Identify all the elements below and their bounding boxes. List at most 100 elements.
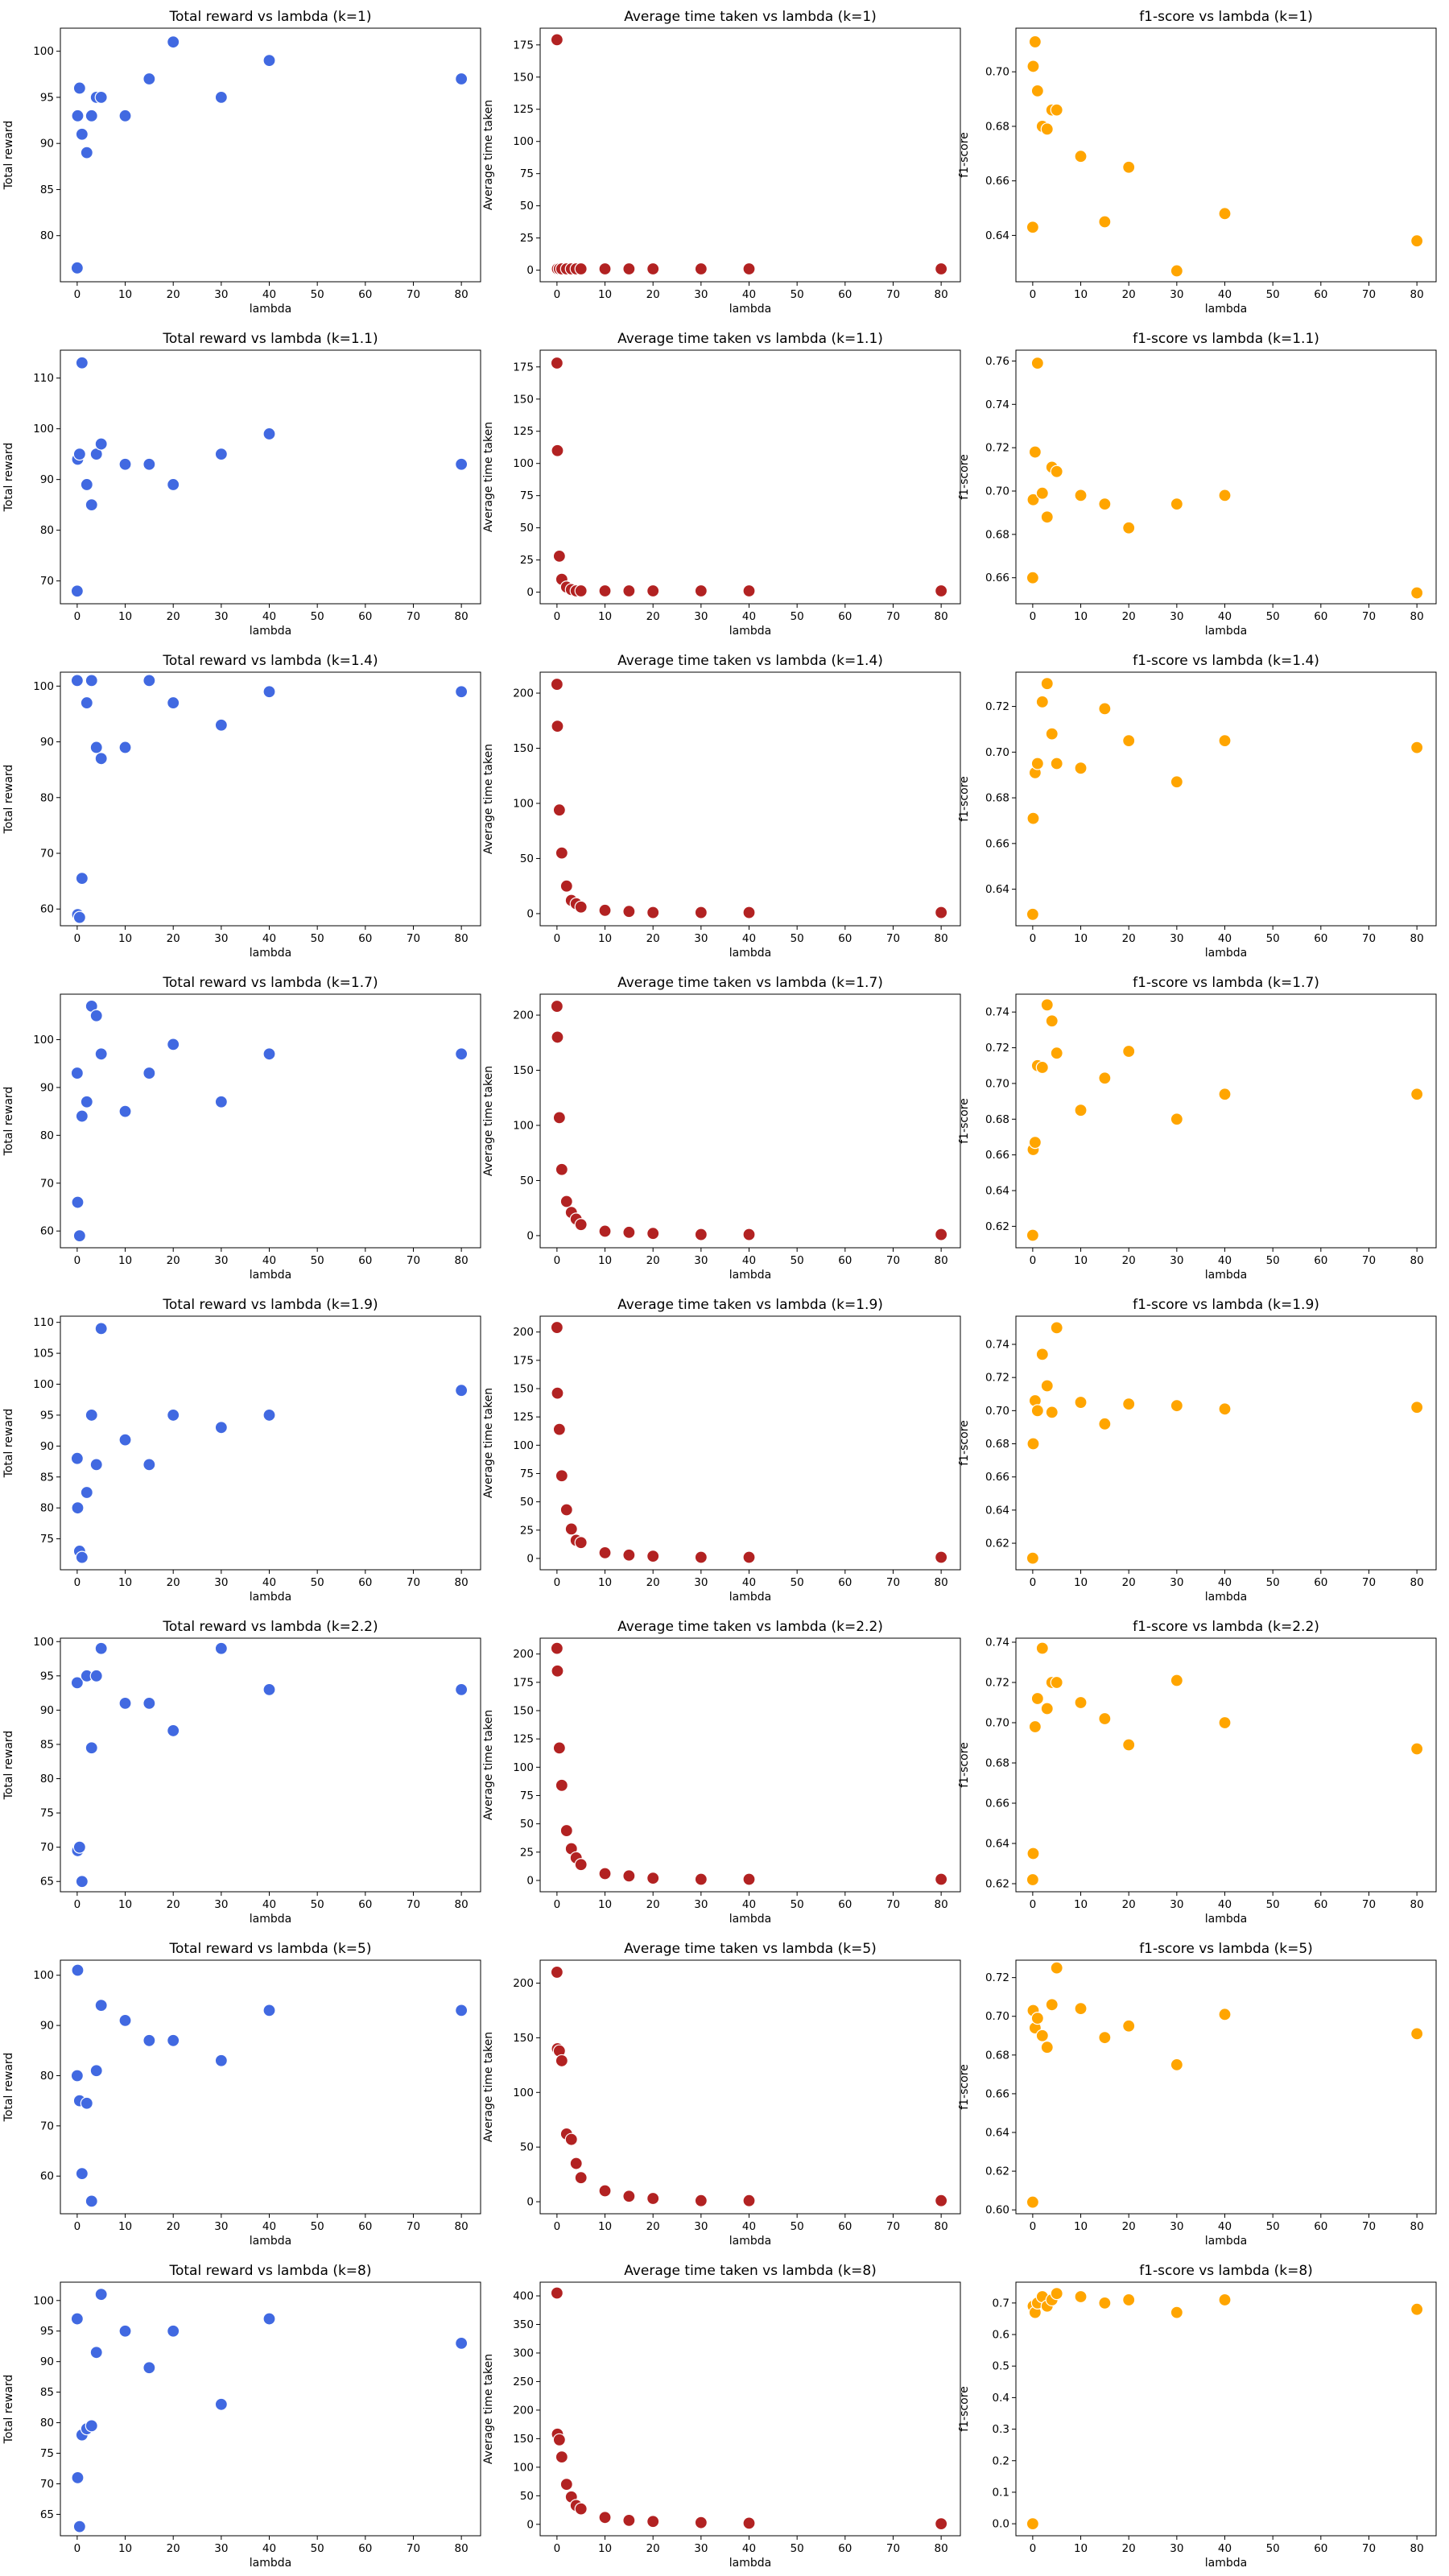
data-point <box>1035 1641 1049 1655</box>
y-tick-label: 80 <box>40 2417 54 2429</box>
data-point <box>555 1469 568 1483</box>
x-tick-label: 10 <box>598 932 612 945</box>
x-tick-label: 30 <box>1170 1576 1183 1589</box>
chart-title: Average time taken vs lambda (k=1) <box>624 9 877 25</box>
y-tick-label: 0.60 <box>985 2204 1009 2217</box>
x-tick-label: 50 <box>311 2542 324 2555</box>
data-point <box>1028 1719 1042 1734</box>
x-tick-label: 20 <box>1122 932 1136 945</box>
x-tick-label: 10 <box>118 610 132 623</box>
data-point <box>559 879 573 893</box>
data-point <box>1026 1228 1039 1242</box>
plot-frame <box>539 1315 961 1571</box>
data-point <box>550 356 564 370</box>
y-tick-label: 0.64 <box>985 229 1009 242</box>
y-tick-label: 0.74 <box>985 1006 1009 1019</box>
x-axis-label: lambda <box>1205 1913 1247 1926</box>
data-point <box>694 1872 708 1886</box>
x-tick-label: 10 <box>1074 1254 1088 1267</box>
data-point <box>94 1641 108 1655</box>
data-point <box>70 674 84 687</box>
x-tick-label: 40 <box>1218 932 1232 945</box>
x-tick-label: 60 <box>1314 2220 1327 2233</box>
chart-title: f1-score vs lambda (k=8) <box>1139 2263 1313 2279</box>
chart-title: f1-score vs lambda (k=5) <box>1139 1941 1313 1957</box>
data-point <box>1170 1399 1183 1413</box>
data-point <box>1026 493 1040 506</box>
plot-frame <box>60 1959 481 2215</box>
data-point <box>646 584 660 598</box>
data-point <box>142 674 156 687</box>
data-point <box>80 146 93 159</box>
y-tick-label: 75 <box>40 1807 54 1820</box>
y-tick-label: 90 <box>40 1440 54 1453</box>
y-tick-label: 0.62 <box>985 1538 1009 1550</box>
x-tick-label: 50 <box>791 1898 804 1911</box>
data-point <box>72 81 86 95</box>
y-tick-label: 0 <box>526 907 534 920</box>
data-point <box>455 685 469 699</box>
plot-frame <box>60 671 481 927</box>
y-tick-label: 100 <box>513 1439 534 1452</box>
data-point <box>598 2511 612 2524</box>
y-tick-label: 65 <box>40 1876 54 1889</box>
x-tick-label: 80 <box>455 1898 469 1911</box>
data-point <box>1410 2302 1424 2316</box>
x-tick-label: 70 <box>886 288 900 301</box>
data-point <box>1045 1406 1059 1419</box>
data-point <box>1170 2306 1183 2319</box>
plot-frame <box>1015 2281 1437 2537</box>
x-tick-label: 80 <box>935 288 948 301</box>
y-tick-label: 0.0 <box>993 2518 1009 2531</box>
scatter-chart-19: Average time taken vs lambda (k=5) 0 10 20 3… <box>482 1941 961 2248</box>
x-tick-label: 40 <box>1218 2220 1232 2233</box>
x-tick-label: 50 <box>1266 2542 1280 2555</box>
x-tick-label: 80 <box>455 932 469 945</box>
y-tick-label: 0.74 <box>985 398 1009 411</box>
data-point <box>551 444 564 457</box>
y-axis-label: Average time taken <box>482 1388 495 1498</box>
y-tick-label: 250 <box>513 2376 534 2388</box>
data-point <box>694 2194 708 2207</box>
x-tick-label: 10 <box>118 1254 132 1267</box>
data-point <box>550 999 564 1013</box>
data-point <box>142 457 156 471</box>
data-point <box>167 35 180 49</box>
data-point <box>1030 1691 1044 1706</box>
y-tick-label: 50 <box>520 200 534 213</box>
scatter-chart-0: Total reward vs lambda (k=1) 0 10 20 30 40 50 6… <box>2 9 481 316</box>
data-point <box>1050 1675 1063 1690</box>
x-tick-label: 10 <box>598 2220 612 2233</box>
data-point <box>742 1550 756 1564</box>
data-point <box>1026 1872 1039 1887</box>
chart-title: Total reward vs lambda (k=1.4) <box>162 653 378 669</box>
plot-frame <box>1015 1315 1437 1571</box>
x-tick-label: 50 <box>1266 288 1280 301</box>
y-axis-label: Total reward <box>2 1731 15 1801</box>
x-tick-label: 40 <box>1218 2542 1232 2555</box>
x-tick-label: 80 <box>455 1576 469 1589</box>
data-point <box>559 1823 573 1838</box>
x-axis-label: lambda <box>729 625 771 638</box>
data-point <box>75 2166 89 2181</box>
y-tick-label: 85 <box>40 1738 54 1751</box>
y-tick-label: 90 <box>40 736 54 749</box>
x-tick-label: 20 <box>1122 1898 1136 1911</box>
x-tick-label: 30 <box>1170 1898 1183 1911</box>
data-point <box>262 2004 276 2017</box>
plot-frame <box>539 993 961 1249</box>
x-tick-label: 60 <box>1314 2542 1327 2555</box>
data-point <box>1026 811 1040 825</box>
x-tick-label: 70 <box>1362 2220 1376 2233</box>
y-tick-label: 90 <box>40 2355 54 2368</box>
data-point <box>559 1503 573 1517</box>
y-axis-label: f1-score <box>958 132 971 178</box>
x-tick-label: 20 <box>167 2220 180 2233</box>
data-point <box>646 1550 660 1563</box>
data-point <box>551 1030 564 1044</box>
y-tick-label: 0 <box>526 2196 534 2209</box>
data-point <box>1170 2058 1183 2071</box>
data-point <box>455 2336 469 2351</box>
x-tick-label: 70 <box>407 2220 420 2233</box>
x-tick-label: 10 <box>118 288 132 301</box>
